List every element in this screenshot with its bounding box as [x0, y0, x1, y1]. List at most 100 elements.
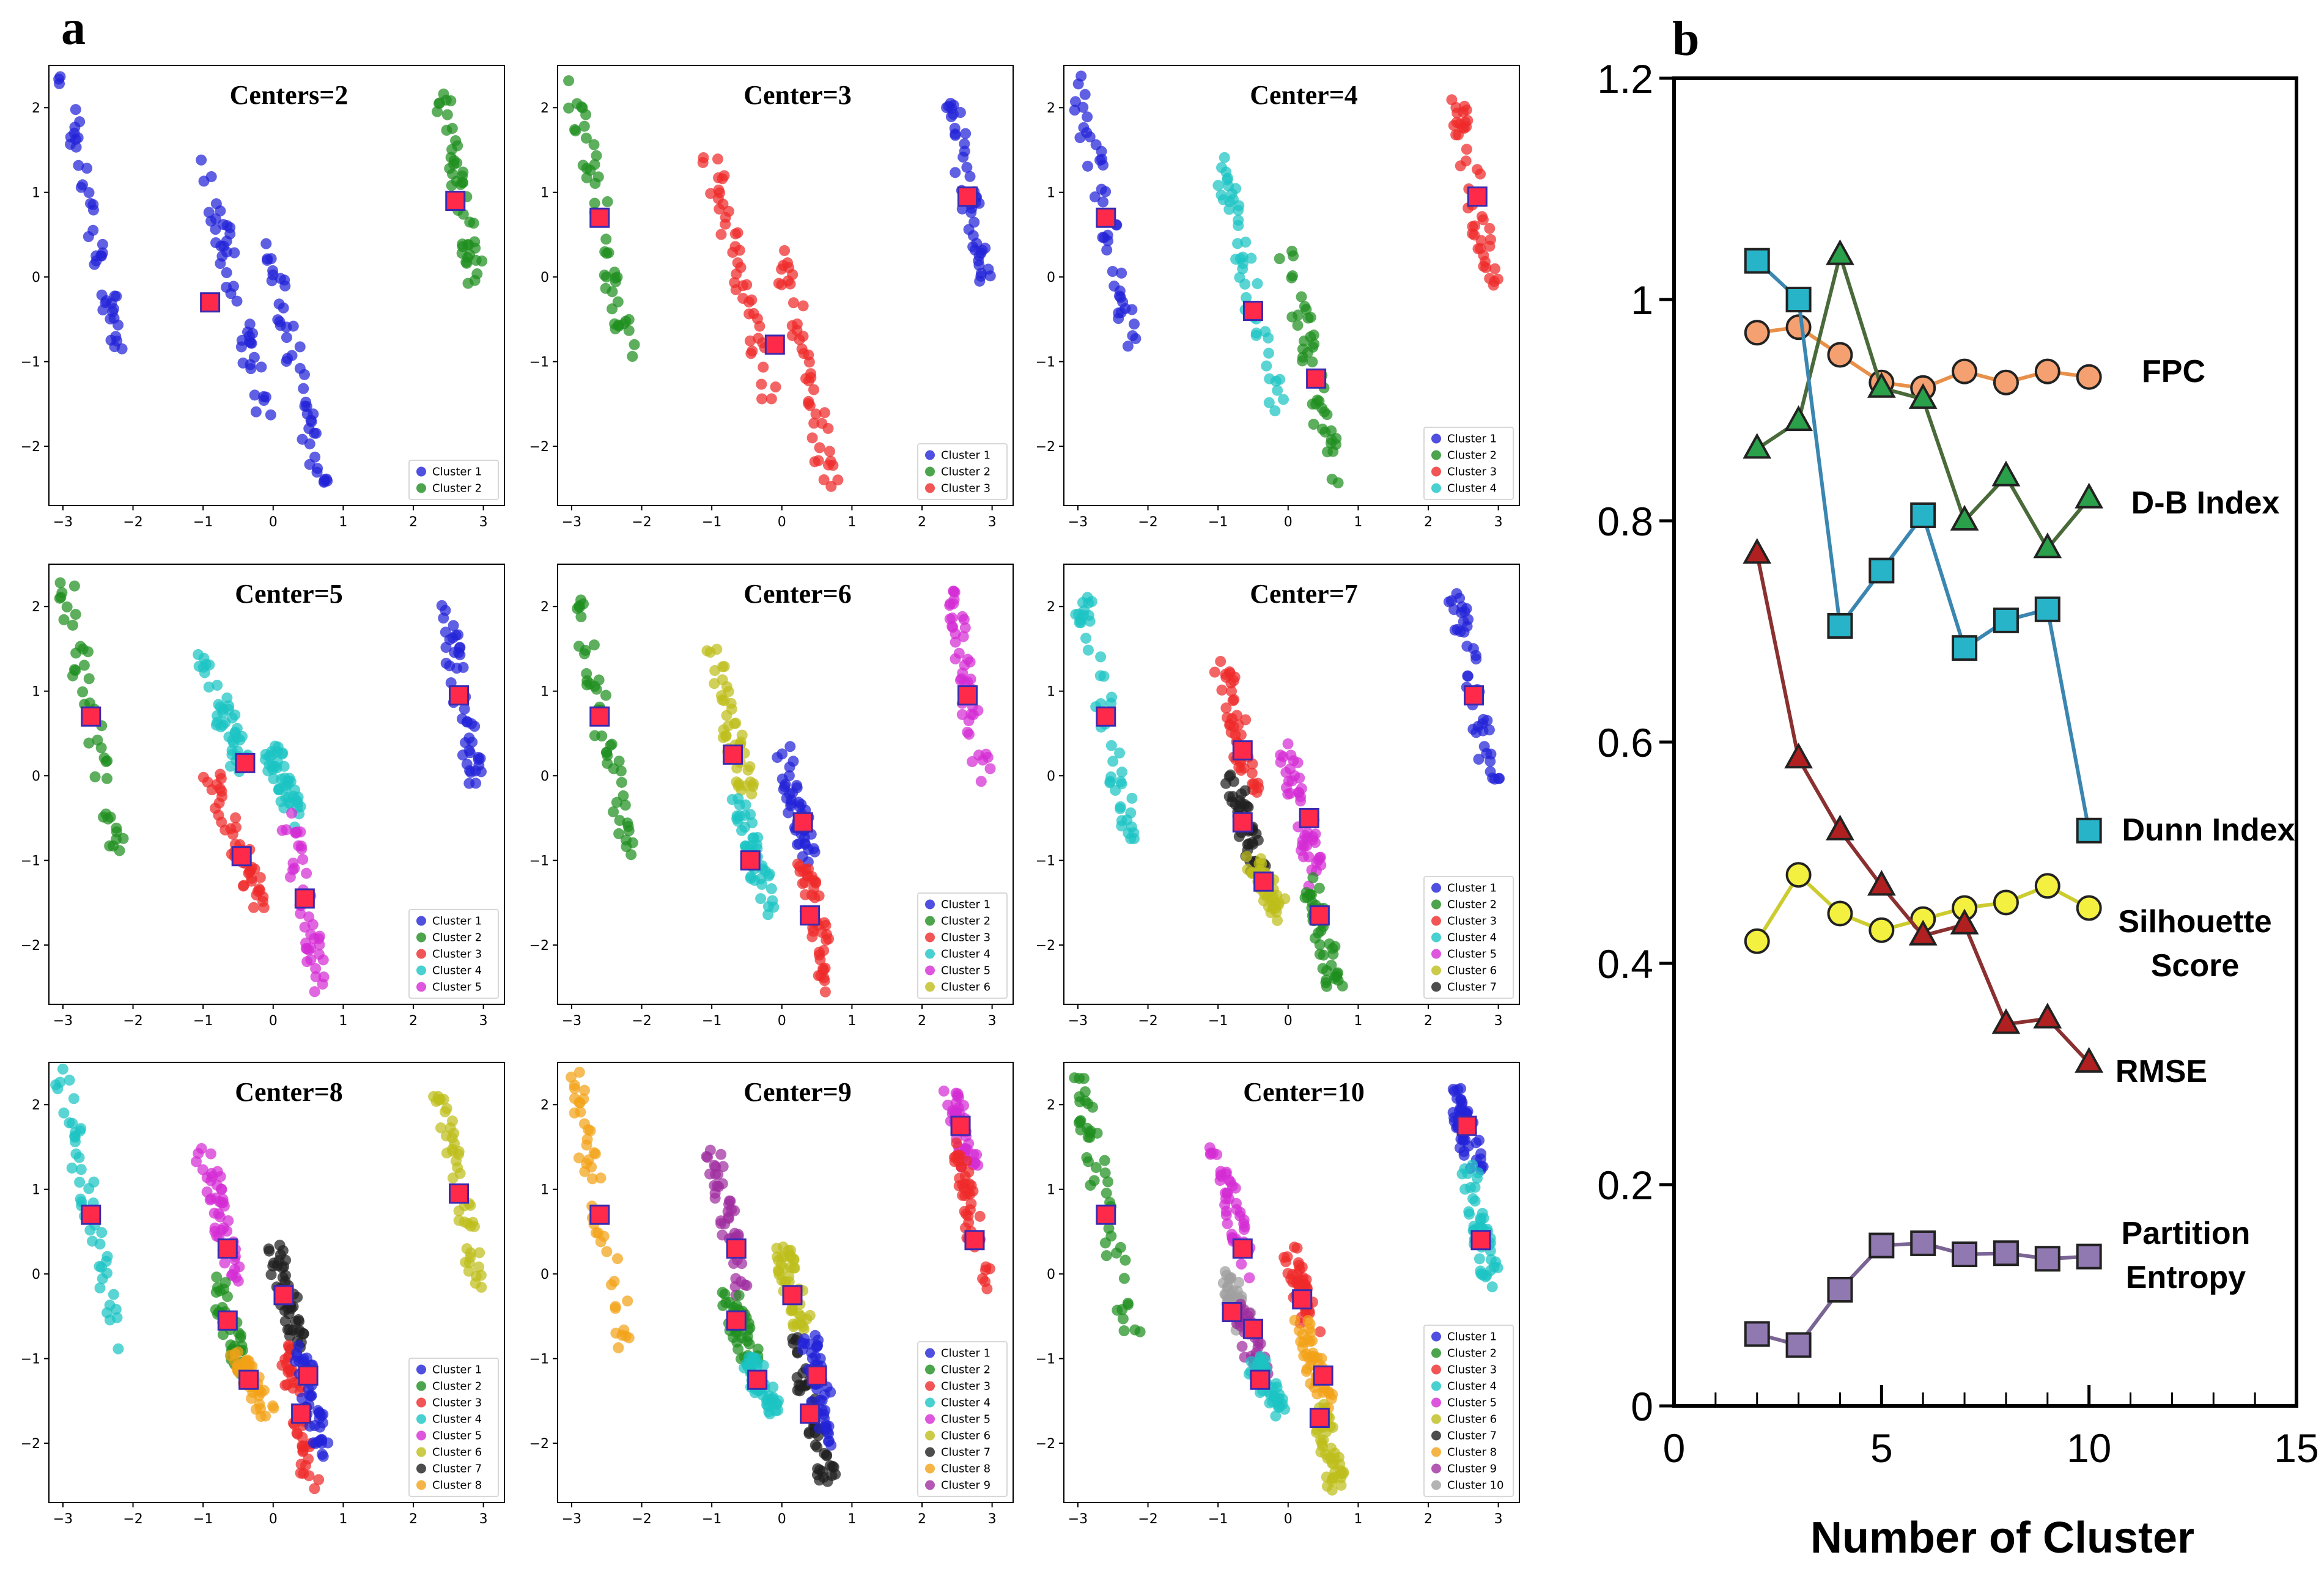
- data-point-cluster-1: [299, 400, 311, 412]
- data-point-marker: [1785, 862, 1812, 888]
- data-point-cluster-1: [1113, 307, 1124, 319]
- y-tick-label: 0: [540, 1267, 549, 1282]
- data-point-cluster-3: [720, 218, 731, 230]
- data-point-marker: [1827, 342, 1853, 368]
- legend-swatch: [416, 1414, 426, 1424]
- cluster-center-marker: [800, 905, 821, 926]
- data-point-cluster-3: [1459, 100, 1470, 112]
- x-tick-label: 3: [1494, 1013, 1503, 1029]
- legend-swatch: [925, 466, 935, 477]
- data-point-cluster-1: [1475, 1153, 1486, 1164]
- data-point-cluster-1: [1481, 748, 1492, 759]
- data-point-cluster-1: [1096, 183, 1107, 195]
- legend-box: [1423, 427, 1514, 500]
- data-point-marker: [1952, 358, 1978, 384]
- data-point-cluster-4: [1082, 644, 1094, 656]
- data-point-cluster-3: [238, 880, 249, 891]
- data-point-cluster-1: [1072, 78, 1084, 90]
- data-point-cluster-3: [974, 1210, 986, 1222]
- data-point-marker: [1868, 557, 1895, 584]
- x-tick-label: 2: [409, 515, 418, 530]
- data-point-cluster-4: [1260, 1355, 1271, 1366]
- data-point-cluster-3: [802, 870, 813, 881]
- data-point-cluster-2: [1296, 291, 1307, 303]
- data-point-cluster-1: [819, 1413, 830, 1424]
- cluster-center-marker: [1456, 1116, 1477, 1136]
- data-point-cluster-6: [1267, 891, 1279, 903]
- data-point-cluster-3: [1226, 685, 1238, 697]
- data-point-cluster-5: [984, 763, 996, 774]
- y-tick-label: 1.2: [1597, 56, 1653, 101]
- data-point-cluster-2: [70, 609, 81, 620]
- y-tick-label: −1: [21, 355, 40, 370]
- legend: Cluster 1 Cluster 2: [408, 460, 499, 500]
- data-point-cluster-7: [821, 1450, 833, 1462]
- data-point-cluster-7: [284, 1324, 295, 1336]
- legend-swatch: [925, 932, 935, 943]
- data-point-cluster-3: [803, 356, 815, 368]
- data-point-cluster-1: [83, 187, 95, 199]
- data-point-cluster-4: [1278, 394, 1289, 405]
- data-point-marker: [1993, 369, 2019, 395]
- data-point-cluster-2: [580, 132, 592, 144]
- data-point-cluster-6: [432, 1090, 444, 1102]
- cluster-center-marker: [449, 685, 469, 706]
- legend-label: Cluster 3: [1447, 1364, 1497, 1377]
- data-point-cluster-2: [470, 254, 482, 266]
- data-point-cluster-3: [787, 269, 799, 281]
- data-point-cluster-3: [1216, 684, 1228, 696]
- data-point-cluster-1: [1097, 196, 1109, 208]
- data-point-cluster-1: [964, 171, 976, 182]
- data-point-cluster-5: [962, 726, 973, 738]
- data-point-cluster-4: [70, 1148, 82, 1160]
- data-point-cluster-2: [1115, 1241, 1126, 1253]
- legend-box: [917, 443, 1008, 500]
- y-tick-label: 0: [540, 270, 549, 285]
- data-point-cluster-2: [89, 771, 101, 782]
- x-tick-label: −1: [193, 1013, 213, 1029]
- data-point-cluster-1: [221, 281, 232, 293]
- data-point-marker: [1827, 900, 1853, 927]
- x-tick-label: −3: [562, 1013, 581, 1029]
- data-point-marker: [1868, 917, 1895, 943]
- legend-label: Cluster 3: [432, 948, 482, 961]
- cluster-center-marker: [806, 1365, 827, 1386]
- data-point-cluster-1: [945, 111, 957, 122]
- x-tick-label: 2: [1424, 1013, 1433, 1029]
- data-point-cluster-1: [210, 213, 221, 225]
- data-point-cluster-2: [61, 601, 73, 612]
- legend-label: Cluster 6: [432, 1446, 482, 1459]
- data-point-cluster-3: [819, 975, 830, 987]
- data-point-cluster-3: [961, 1208, 972, 1220]
- data-point-cluster-6: [715, 690, 727, 702]
- line-chart-frame: [1672, 76, 2298, 1408]
- cluster-center-marker: [1313, 1365, 1334, 1386]
- data-point-cluster-1: [813, 1422, 825, 1434]
- data-point-cluster-3: [1472, 243, 1484, 254]
- data-point-cluster-2: [629, 339, 640, 350]
- data-point-cluster-4: [1462, 1168, 1474, 1179]
- data-point-cluster-2: [1319, 426, 1331, 438]
- legend-box: [917, 892, 1008, 999]
- data-point-cluster-5: [1275, 756, 1286, 768]
- data-point-cluster-1: [1474, 1135, 1485, 1146]
- legend-label: Cluster 2: [941, 466, 990, 479]
- data-point-cluster-4: [1469, 1182, 1481, 1193]
- data-point-cluster-6: [785, 1251, 797, 1262]
- data-point-cluster-4: [1270, 1410, 1282, 1422]
- cluster-center-marker: [589, 706, 610, 727]
- data-point-cluster-1: [784, 741, 796, 752]
- legend-label: Cluster 4: [1447, 1380, 1497, 1393]
- data-point-marker: [2076, 1243, 2102, 1270]
- legend-swatch: [925, 1381, 935, 1391]
- data-point-cluster-2: [1079, 1086, 1091, 1098]
- data-point-cluster-4: [732, 815, 743, 827]
- data-point-cluster-3: [794, 334, 805, 345]
- data-point-cluster-1: [1462, 671, 1474, 682]
- data-point-cluster-5: [193, 1147, 204, 1159]
- data-point-cluster-3: [806, 931, 818, 943]
- data-point-cluster-3: [1233, 762, 1245, 773]
- plot-frame: [48, 65, 505, 506]
- data-point-cluster-3: [825, 455, 836, 467]
